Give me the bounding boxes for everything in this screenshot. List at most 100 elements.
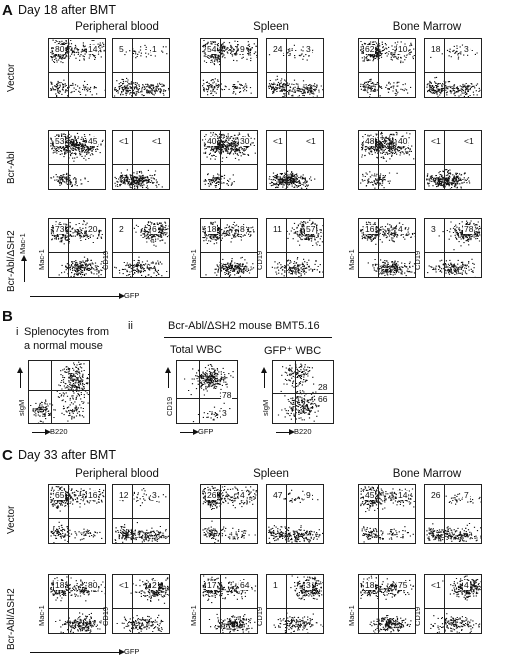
quadrant-divider-h xyxy=(113,608,169,609)
quadrant-value: 80 xyxy=(87,580,99,590)
col-head-peripheral-blood: Peripheral blood xyxy=(75,21,159,33)
quadrant-divider-h xyxy=(49,164,105,165)
quadrant-value: 53 xyxy=(54,136,66,146)
quadrant-divider-h xyxy=(267,518,323,519)
panelC-plot-r0-c1: 12 3 xyxy=(112,484,170,544)
quadrant-divider-v xyxy=(132,485,134,543)
quadrant-value: 11 xyxy=(272,224,283,234)
quadrant-divider-v xyxy=(286,219,288,277)
quadrant-value: 18 xyxy=(206,224,218,234)
panel-b-ii-total-x-label: GFP xyxy=(198,427,214,436)
quadrant-divider-h xyxy=(267,72,323,73)
quadrant-value: 18 xyxy=(364,580,376,590)
quadrant-divider-h xyxy=(267,608,323,609)
panelA-plot-r0-c4: 62 10 xyxy=(358,38,416,98)
panel-a-letter: A xyxy=(2,2,13,19)
quadrant-divider-h xyxy=(273,393,333,394)
quadrant-value: <1 xyxy=(305,136,317,146)
quadrant-divider-h xyxy=(49,608,105,609)
panelA-plot-r2-c4-y-label: Mac-1 xyxy=(347,249,356,270)
panel-b-plot-ii-total-y-label: CD19 xyxy=(165,396,174,416)
quadrant-value: 75 xyxy=(397,580,409,590)
panel-a-title: Day 18 after BMT xyxy=(18,3,116,17)
quadrant-divider-h xyxy=(359,72,415,73)
row-label-vector: Vector xyxy=(6,63,17,92)
quadrant-value: <1 xyxy=(272,136,284,146)
quadrant-value: 14 xyxy=(87,44,99,54)
quadrant-value: <1 xyxy=(151,136,163,146)
panel-c-title: Day 33 after BMT xyxy=(18,448,116,462)
panelA-plot-r2-c0: 73 20 xyxy=(48,218,106,278)
panel-b-ii-rule xyxy=(164,337,332,338)
quadrant-value: 4 xyxy=(397,224,404,234)
quadrant-value: <1 xyxy=(430,580,442,590)
quadrant-divider-h xyxy=(359,608,415,609)
quadrant-value: 3 xyxy=(430,224,437,234)
quadrant-value: 26 xyxy=(206,490,218,500)
quadrant-divider-v xyxy=(132,39,134,97)
panel-b-i-title-line1: Splenocytes from xyxy=(24,326,109,338)
quadrant-divider-h xyxy=(425,608,481,609)
panelC-plot-r0-c0: 65 16 xyxy=(48,484,106,544)
panelC-plot-r1-c4: 18 75 xyxy=(358,574,416,634)
quadrant-value: 48 xyxy=(364,136,376,146)
quadrant-divider-h xyxy=(359,518,415,519)
quadrant-divider-v xyxy=(198,361,200,423)
panelC-plot-r1-c4-y-label: Mac-1 xyxy=(347,605,356,626)
quadrant-divider-h xyxy=(359,252,415,253)
quadrant-value: 78 xyxy=(463,224,475,234)
panelA-plot-r0-c2: 54 9 xyxy=(200,38,258,98)
panel-b-i-x-arrow xyxy=(32,429,51,435)
panelA-plot-r1-c3: <1 <1 xyxy=(266,130,324,190)
quadrant-value: 2 xyxy=(151,580,158,590)
quadrant-divider-v xyxy=(132,219,134,277)
quadrant-value: 62 xyxy=(364,44,376,54)
quadrant-value: <1 xyxy=(463,136,475,146)
panelA-plot-r2-c2: 18 8 xyxy=(200,218,258,278)
panelA-plot-r1-c5-dots xyxy=(426,169,471,189)
quadrant-value: 4 xyxy=(239,490,246,500)
panel-a-gfp-axis-label: GFP xyxy=(124,291,140,300)
quadrant-value: 8 xyxy=(239,224,246,234)
quadrant-value: 40 xyxy=(397,136,409,146)
panelC-plot-r1-c0: 18 80 xyxy=(48,574,106,634)
quadrant-divider-v xyxy=(378,131,380,189)
panelC-plot-r1-c1: <1 2 xyxy=(112,574,170,634)
quadrant-value: 54 xyxy=(206,44,218,54)
quadrant-divider-h xyxy=(201,608,257,609)
panel-b-plot-i-y-label: sIgM xyxy=(17,399,26,416)
quadrant-divider-v xyxy=(444,39,446,97)
quadrant-divider-v xyxy=(378,219,380,277)
quadrant-value: 1 xyxy=(272,580,279,590)
panel-c-gfp-axis-label: GFP xyxy=(124,647,140,656)
quadrant-divider-v xyxy=(132,575,134,633)
quadrant-value: 4 xyxy=(463,580,470,590)
quadrant-divider-v xyxy=(132,131,134,189)
panelC-plot-r0-c4: 45 14 xyxy=(358,484,416,544)
panel-b-plot-ii-total: 78 3 xyxy=(176,360,238,424)
col-head-c-bone-marrow: Bone Marrow xyxy=(392,468,462,480)
quadrant-divider-v xyxy=(68,575,70,633)
col-head-c-peripheral-blood: Peripheral blood xyxy=(75,468,159,480)
row-label-bcr-abl: Bcr-Abl xyxy=(6,151,17,184)
quadrant-divider-h xyxy=(177,398,237,400)
quadrant-value: 3 xyxy=(305,44,312,54)
quadrant-divider-v xyxy=(378,39,380,97)
quadrant-divider-h xyxy=(425,252,481,253)
panelC-plot-r0-c3-dots xyxy=(268,489,323,543)
quadrant-value: 3 xyxy=(305,580,312,590)
panel-b-i-label: i xyxy=(16,326,19,338)
quadrant-value: 47 xyxy=(272,490,284,500)
col-head-c-spleen: Spleen xyxy=(253,468,289,480)
quadrant-divider-h xyxy=(113,72,169,73)
quadrant-value: 80 xyxy=(54,44,66,54)
quadrant-value: 3 xyxy=(463,44,470,54)
panelC-plot-r0-c5: 26 7 xyxy=(424,484,482,544)
panelA-plot-r0-c0: 80 14 xyxy=(48,38,106,98)
quadrant-divider-h xyxy=(267,164,323,165)
panelA-plot-r2-c5-y-label: CD19 xyxy=(413,250,422,270)
panel-c-letter: C xyxy=(2,447,13,464)
panel-b-plot-ii-gfp-y-label: sIgM xyxy=(261,399,270,416)
quadrant-value: 57 xyxy=(305,224,317,234)
